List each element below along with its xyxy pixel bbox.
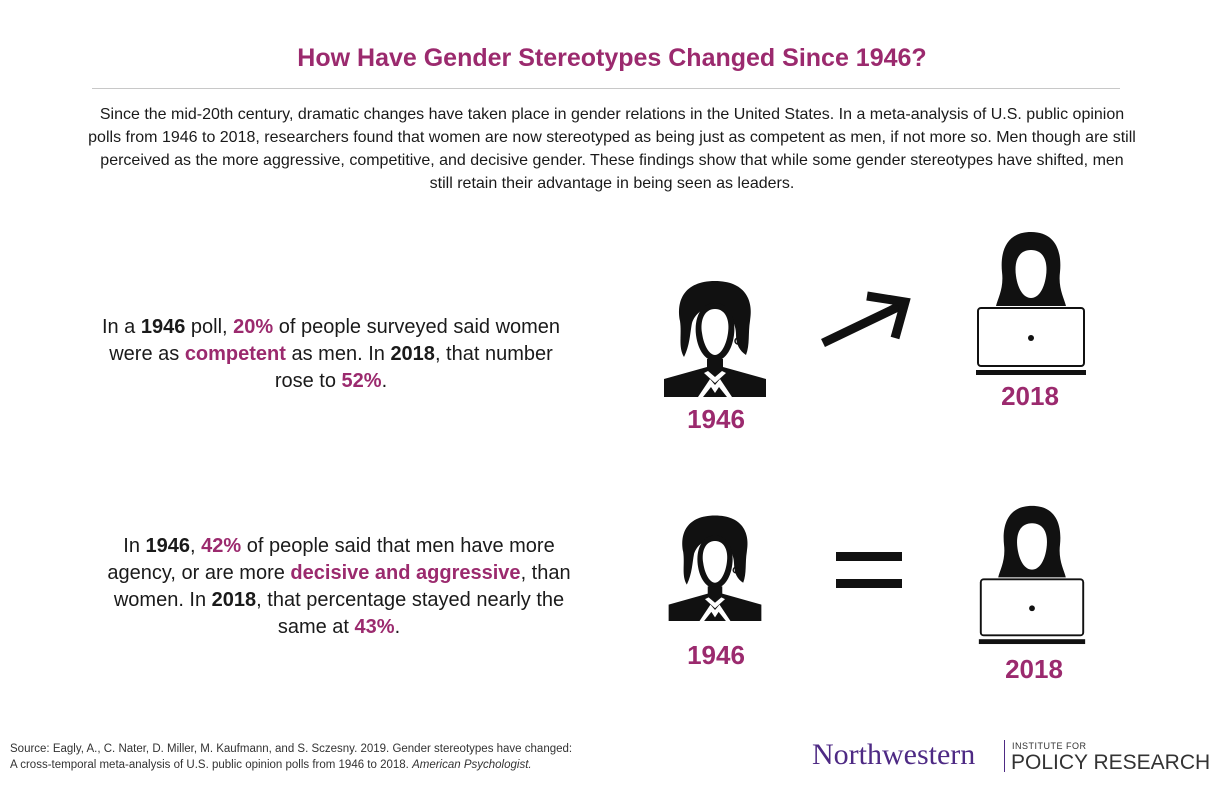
text-fragment: , — [190, 535, 202, 557]
text-fragment: , that percentage stayed nearly the same… — [256, 589, 565, 638]
year-label-2018: 2018 — [1005, 654, 1063, 684]
agency-statement: In 1946, 42% of people said that men hav… — [104, 533, 574, 641]
woman-laptop-icon — [978, 505, 1086, 645]
text-fragment: . — [394, 616, 401, 638]
text-fragment: In — [123, 535, 146, 557]
citation-line: A cross-temporal meta-analysis of U.S. p… — [10, 757, 710, 773]
percent-2018: 43% — [354, 616, 395, 638]
text-fragment: of people said that men have more agency… — [107, 535, 555, 584]
trait-highlight: decisive and aggressive — [290, 562, 521, 584]
text-fragment: of people surveyed said women were as — [109, 316, 561, 365]
percent-2018: 52% — [341, 370, 382, 392]
text-fragment: poll, — [185, 316, 234, 338]
text-fragment: . — [381, 370, 388, 392]
text-fragment: , that number rose to — [274, 343, 553, 392]
year-1946-bold: 1946 — [145, 535, 191, 557]
trait-highlight: competent — [184, 343, 286, 365]
equals-icon — [836, 552, 902, 588]
arrow-up-right-icon — [821, 291, 911, 348]
text-fragment: as men. In — [285, 343, 391, 365]
institute-name: POLICY RESEARCH — [1011, 751, 1211, 774]
university-wordmark: Northwestern — [812, 738, 976, 771]
businesswoman-icon — [668, 515, 762, 621]
year-label-1946: 1946 — [687, 640, 745, 670]
text-fragment: In a — [101, 316, 141, 338]
woman-laptop-icon — [976, 232, 1086, 375]
year-2018-bold: 2018 — [211, 589, 257, 611]
year-label-2018: 2018 — [1001, 381, 1059, 411]
year-label-1946: 1946 — [687, 404, 745, 434]
year-1946-bold: 1946 — [140, 316, 186, 338]
competence-statement: In a 1946 poll, 20% of people surveyed s… — [96, 314, 566, 395]
year-2018-bold: 2018 — [390, 343, 435, 365]
source-citation: Source: Eagly, A., C. Nater, D. Miller, … — [10, 741, 710, 773]
citation-line: Source: Eagly, A., C. Nater, D. Miller, … — [10, 743, 573, 755]
citation-text: A cross-temporal meta-analysis of U.S. p… — [10, 759, 413, 771]
businesswoman-icon — [664, 281, 766, 397]
page-title: How Have Gender Stereotypes Changed Sinc… — [297, 44, 927, 72]
logo-divider — [1004, 740, 1005, 772]
journal-name: American Psychologist. — [412, 759, 532, 771]
text-fragment: , than women. In — [113, 562, 571, 611]
percent-1946: 20% — [233, 316, 274, 338]
intro-paragraph: Since the mid-20th century, dramatic cha… — [88, 106, 1136, 192]
title-divider — [92, 88, 1120, 89]
percent-1946: 42% — [201, 535, 242, 557]
institute-label: INSTITUTE FOR — [1012, 741, 1087, 751]
